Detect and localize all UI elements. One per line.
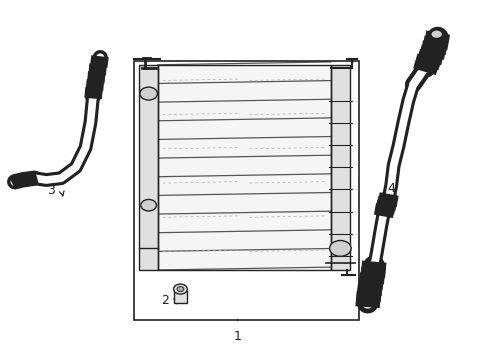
Circle shape — [140, 87, 157, 100]
Circle shape — [430, 30, 442, 39]
Text: 3: 3 — [47, 184, 55, 197]
Bar — [158, 65, 330, 270]
Text: 2: 2 — [161, 294, 168, 307]
Text: 1: 1 — [233, 330, 241, 343]
Bar — [158, 65, 330, 270]
Bar — [330, 65, 349, 270]
Text: 4: 4 — [386, 183, 394, 195]
Bar — [173, 291, 187, 303]
Circle shape — [329, 240, 350, 256]
Circle shape — [141, 199, 156, 211]
Circle shape — [177, 287, 183, 292]
Circle shape — [173, 284, 187, 294]
Bar — [134, 61, 359, 320]
Bar — [139, 65, 158, 270]
